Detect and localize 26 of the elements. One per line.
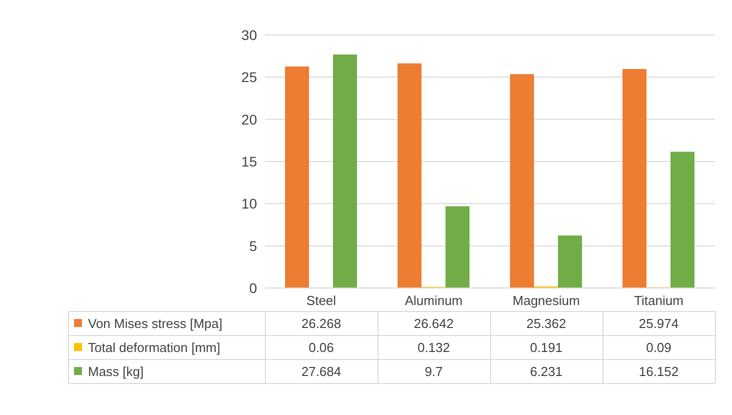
legend-label: Mass [kg]	[88, 364, 144, 379]
y-tick-label: 25	[241, 69, 258, 86]
x-tick-label: Titanium	[634, 293, 684, 308]
y-tick-label: 30	[241, 26, 258, 43]
legend-label: Von Mises stress [Mpa]	[88, 316, 222, 331]
y-tick-label: 5	[249, 238, 258, 254]
y-tick-label: 15	[241, 153, 258, 170]
data-label: 26.642	[414, 316, 454, 331]
data-label: 0.06	[308, 340, 334, 355]
data-label: 0.09	[646, 340, 672, 355]
data-label: 6.231	[530, 364, 563, 379]
data-label: 27.684	[301, 364, 342, 379]
x-tick-label: Steel	[306, 293, 336, 308]
data-label: 25.362	[526, 316, 566, 331]
y-tick-label: 0	[249, 280, 258, 296]
data-label: 25.974	[638, 316, 679, 331]
data-label: 0.132	[417, 340, 450, 355]
data-label: 9.7	[424, 364, 443, 379]
data-label: 26.268	[301, 316, 342, 331]
legend-label: Total deformation [mm]	[88, 340, 220, 355]
y-tick-label: 10	[241, 196, 258, 212]
data-label: 0.191	[530, 340, 563, 355]
y-tick-label: 20	[241, 111, 258, 128]
x-tick-label: Aluminum	[404, 293, 463, 308]
x-tick-label: Magnesium	[512, 293, 580, 308]
data-label: 16.152	[638, 364, 679, 379]
